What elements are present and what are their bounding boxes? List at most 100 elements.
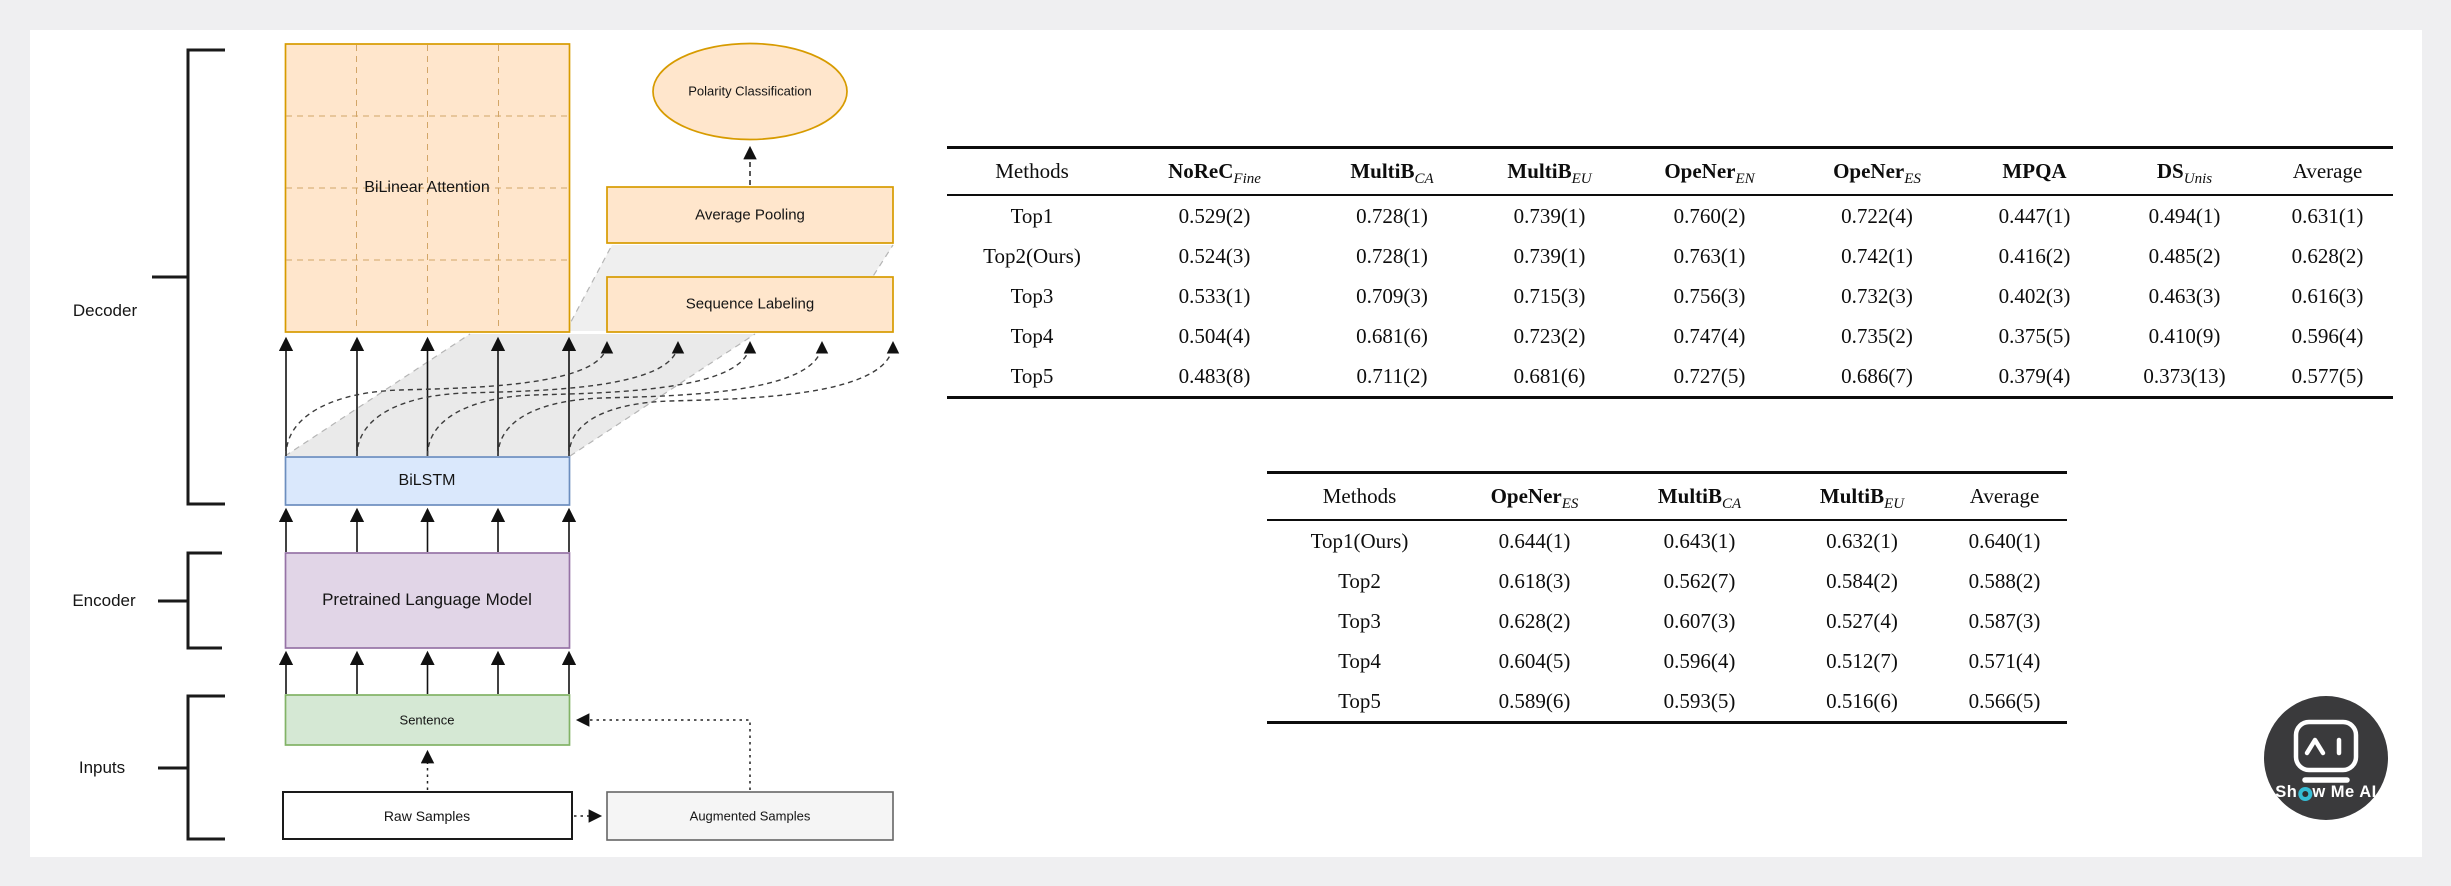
data-cell: 0.711(2) <box>1356 363 1428 388</box>
row-label-cell: Top2 <box>1338 568 1381 593</box>
data-cell: 0.562(7) <box>1663 568 1736 593</box>
row-label-cell: Top5 <box>1338 688 1381 713</box>
table-row: Top1(Ours) 0.644(1) 0.643(1) 0.632(1) 0.640(… <box>1267 520 2067 561</box>
data-cell: 0.524(3) <box>1178 243 1251 268</box>
raw-samples-label: Raw Samples <box>383 808 471 824</box>
column-header: DSUnis <box>2107 147 2262 196</box>
data-cell: 0.686(7) <box>1841 363 1913 388</box>
column-header: OpeNerES <box>1792 147 1962 196</box>
data-cell: 0.596(4) <box>1663 648 1736 673</box>
data-cell: 0.739(1) <box>1513 203 1586 228</box>
data-cell: 0.644(1) <box>1498 528 1571 553</box>
data-cell: 0.604(5) <box>1498 648 1571 673</box>
pretrained-language-model-label: Pretrained Language Model <box>322 590 532 609</box>
table-row: Top2 0.618(3) 0.562(7) 0.584(2) 0.588(2) <box>1267 561 2067 601</box>
column-header: Methods <box>947 147 1117 196</box>
data-cell: 0.756(3) <box>1673 283 1746 308</box>
data-cell: 0.728(1) <box>1356 203 1428 228</box>
row-label-cell: Top4 <box>1010 323 1054 348</box>
average-pooling-label: Average Pooling <box>695 206 805 224</box>
row-label-cell: Top1 <box>1010 203 1054 228</box>
data-cell: 0.485(2) <box>2148 243 2221 268</box>
data-cell: 0.715(3) <box>1513 283 1586 308</box>
wordmark-pre: Sh <box>2275 783 2298 801</box>
data-cell: 0.516(6) <box>1826 688 1898 713</box>
data-cell: 0.628(2) <box>1498 608 1571 633</box>
row-label-cell: Top1(Ours) <box>1310 528 1409 553</box>
column-header: Average <box>2262 147 2393 196</box>
column-header: MultiBCA <box>1312 147 1472 196</box>
data-cell: 0.632(1) <box>1826 528 1898 553</box>
decoder-section-label: Decoder <box>72 301 138 320</box>
table-row: Top4 0.504(4) 0.681(6) 0.723(2) 0.747(4) 0.73… <box>947 316 2393 356</box>
table-row: Top2(Ours) 0.524(3) 0.728(1) 0.739(1) 0.763(… <box>947 236 2393 276</box>
data-cell: 0.722(4) <box>1841 203 1913 228</box>
bilinear-attention-label: BiLinear Attention <box>364 179 490 196</box>
data-cell: 0.640(1) <box>1968 528 2041 553</box>
data-cell: 0.566(5) <box>1968 688 2041 713</box>
column-header: OpeNerEN <box>1627 147 1792 196</box>
data-cell: 0.529(2) <box>1178 203 1251 228</box>
data-cell: 0.533(1) <box>1178 283 1251 308</box>
table-row: Top3 0.533(1) 0.709(3) 0.715(3) 0.756(3) 0.73… <box>947 276 2393 316</box>
augmented-samples-label: Augmented Samples <box>689 808 811 824</box>
data-cell: 0.709(3) <box>1356 283 1428 308</box>
data-cell: 0.463(3) <box>2148 283 2221 308</box>
data-cell: 0.727(5) <box>1673 363 1746 388</box>
data-cell: 0.589(6) <box>1498 688 1571 713</box>
table-row: Top1 0.529(2) 0.728(1) 0.739(1) 0.760(2) 0.72… <box>947 195 2393 236</box>
wordmark-post: w Me AI <box>2312 783 2377 801</box>
data-cell: 0.618(3) <box>1498 568 1571 593</box>
row-label-cell: Top4 <box>1338 648 1381 673</box>
data-cell: 0.416(2) <box>1998 243 2071 268</box>
logo-eye-icon <box>2297 786 2312 801</box>
column-header: MultiBCA <box>1617 472 1782 521</box>
data-cell: 0.723(2) <box>1513 323 1586 348</box>
row-label-cell: Top2(Ours) <box>983 243 1081 268</box>
column-header: NoReCFine <box>1117 147 1312 196</box>
data-cell: 0.739(1) <box>1513 243 1586 268</box>
data-cell: 0.616(3) <box>2291 283 2364 308</box>
data-cell: 0.681(6) <box>1356 323 1428 348</box>
data-cell: 0.504(4) <box>1178 323 1251 348</box>
data-cell: 0.402(3) <box>1998 283 2071 308</box>
column-header: OpeNerES <box>1452 472 1617 521</box>
bilstm-label: BiLSTM <box>398 472 456 489</box>
column-header: MultiBEU <box>1782 472 1942 521</box>
data-cell: 0.631(1) <box>2291 203 2364 228</box>
data-cell: 0.410(9) <box>2148 323 2221 348</box>
data-cell: 0.577(5) <box>2291 363 2364 388</box>
column-header: MPQA <box>1962 147 2107 196</box>
data-cell: 0.375(5) <box>1998 323 2071 348</box>
data-cell: 0.379(4) <box>1998 363 2071 388</box>
data-cell: 0.447(1) <box>1998 203 2071 228</box>
data-cell: 0.527(4) <box>1826 608 1898 633</box>
row-label-cell: Top5 <box>1010 363 1054 388</box>
data-cell: 0.512(7) <box>1826 648 1898 673</box>
showmeai-wordmark: Sh w Me AI <box>2275 783 2376 802</box>
sentence-label: Sentence <box>399 712 455 728</box>
column-header: Average <box>1942 472 2067 521</box>
data-cell: 0.494(1) <box>2148 203 2221 228</box>
data-cell: 0.593(5) <box>1663 688 1736 713</box>
table-row: Top3 0.628(2) 0.607(3) 0.527(4) 0.587(3) <box>1267 601 2067 641</box>
sequence-labeling-label: Sequence Labeling <box>685 295 815 313</box>
data-cell: 0.742(1) <box>1841 243 1913 268</box>
column-header: MultiBEU <box>1472 147 1627 196</box>
data-cell: 0.571(4) <box>1968 648 2041 673</box>
row-label-cell: Top3 <box>1010 283 1054 308</box>
data-cell: 0.596(4) <box>2291 323 2364 348</box>
data-cell: 0.628(2) <box>2291 243 2364 268</box>
polarity-classification-label: Polarity Classification <box>688 83 812 99</box>
data-cell: 0.483(8) <box>1178 363 1251 388</box>
data-cell: 0.588(2) <box>1968 568 2041 593</box>
main-results-table: Methods NoReCFine MultiBCA MultiBEU OpeNerEN… <box>947 146 2393 399</box>
data-cell: 0.643(1) <box>1663 528 1736 553</box>
row-label-cell: Top3 <box>1338 608 1381 633</box>
table-row: Top4 0.604(5) 0.596(4) 0.512(7) 0.571(4) <box>1267 641 2067 681</box>
data-cell: 0.728(1) <box>1356 243 1428 268</box>
secondary-results-table: Methods OpeNerES MultiBCA MultiBEU Average To… <box>1267 471 2067 724</box>
data-cell: 0.681(6) <box>1513 363 1586 388</box>
data-cell: 0.760(2) <box>1673 203 1746 228</box>
